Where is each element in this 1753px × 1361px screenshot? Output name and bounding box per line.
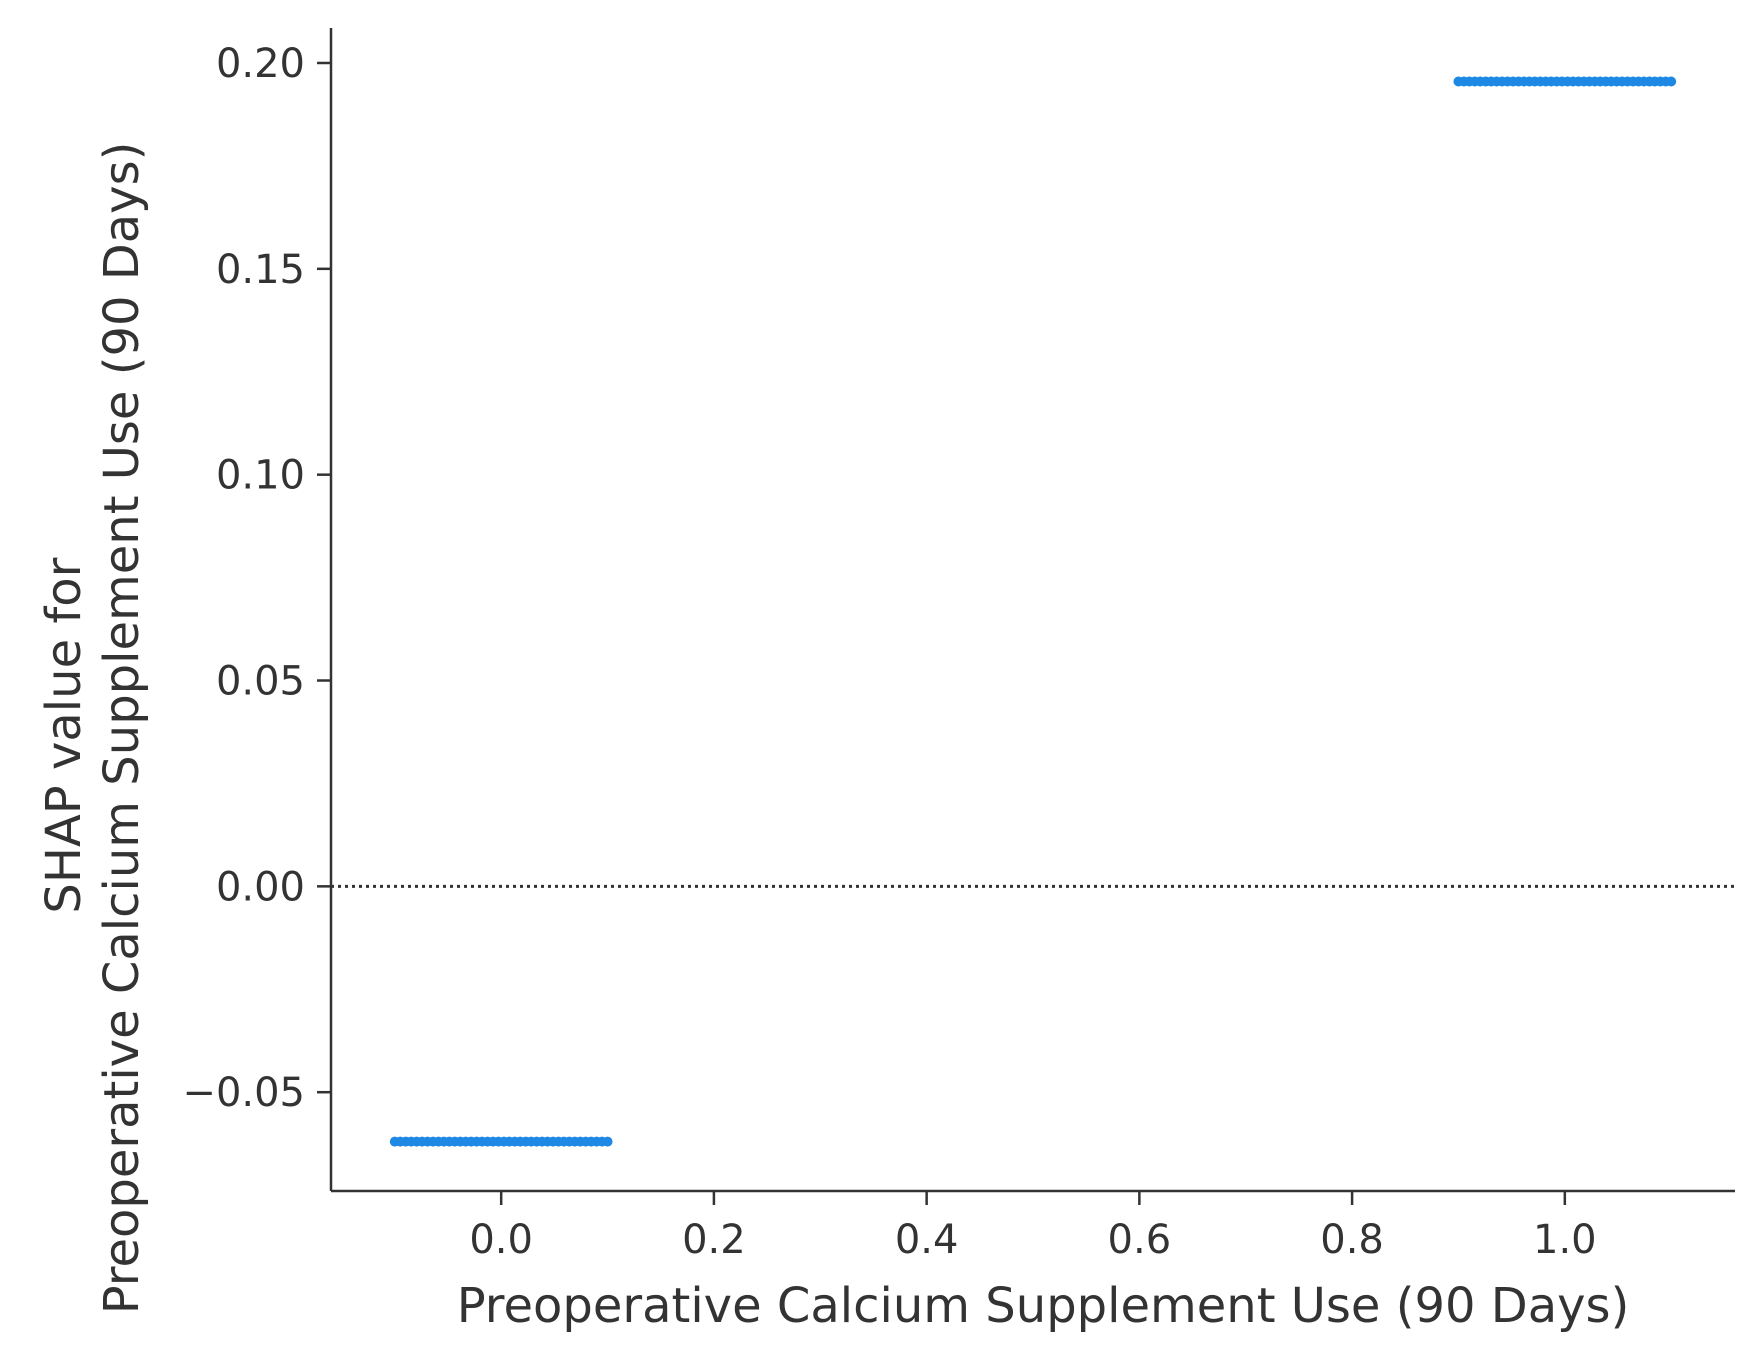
x-tick-label: 1.0 <box>1533 1217 1597 1263</box>
y-tick-label: 0.05 <box>216 659 305 705</box>
point-group-1 <box>1453 76 1677 87</box>
x-axis-title: Preoperative Calcium Supplement Use (90 … <box>457 1278 1630 1334</box>
x-tick-label: 0.0 <box>469 1217 533 1263</box>
y-axis-title-line-2: Preoperative Calcium Supplement Use (90 … <box>94 142 150 1315</box>
y-axis-title-line-1: SHAP value for <box>36 557 92 913</box>
y-tick-label: 0.15 <box>216 247 305 293</box>
y-tick-label: 0.10 <box>216 453 305 499</box>
y-tick-label: 0.00 <box>216 864 305 910</box>
x-tick-label: 0.6 <box>1108 1217 1172 1263</box>
x-tick-label: 0.4 <box>895 1217 959 1263</box>
data-point <box>1666 76 1677 87</box>
data-point <box>602 1136 613 1147</box>
plot-layer <box>331 76 1735 1147</box>
x-tick-label: 0.8 <box>1320 1217 1384 1263</box>
y-tick-label: −0.05 <box>182 1070 305 1116</box>
y-tick-label: 0.20 <box>216 41 305 87</box>
point-group-0 <box>389 1136 613 1147</box>
x-tick-label: 0.2 <box>682 1217 746 1263</box>
axis-layer: 0.0 0.2 0.4 0.6 0.8 1.0 −0.05 0.00 0.05 0.10 0.15 0… <box>182 28 1735 1263</box>
y-axis-title: SHAP value for Preoperative Calcium Supp… <box>36 142 150 1315</box>
